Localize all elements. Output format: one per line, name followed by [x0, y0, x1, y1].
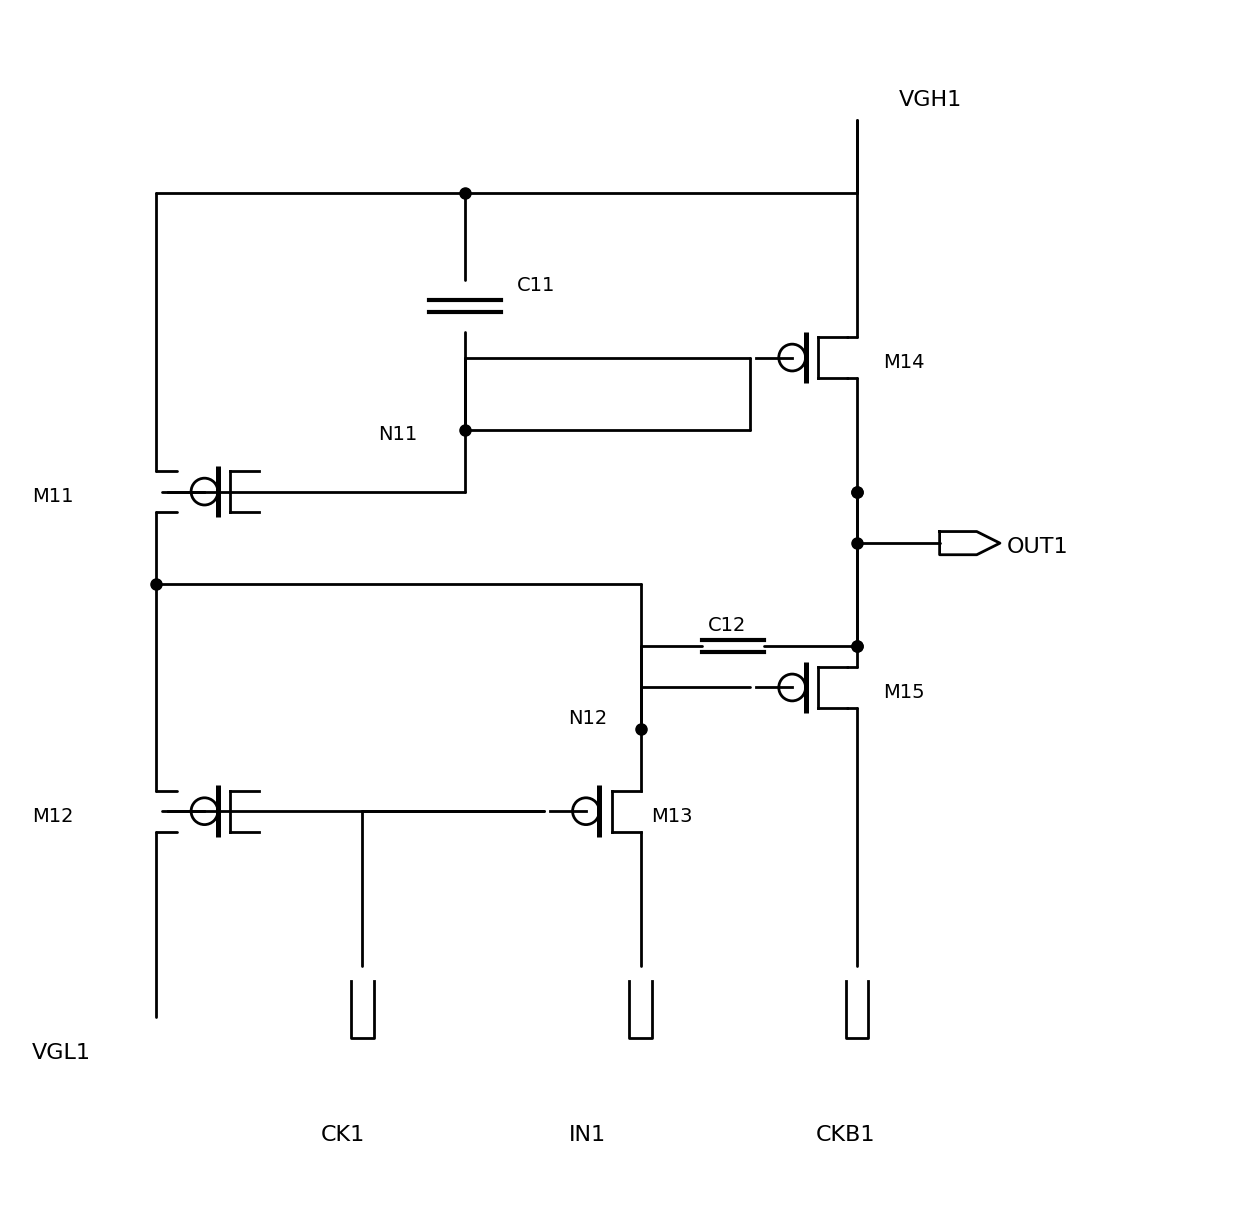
Text: M12: M12	[32, 807, 74, 825]
Text: C12: C12	[708, 616, 746, 635]
Text: VGL1: VGL1	[32, 1043, 92, 1062]
Text: M14: M14	[883, 353, 924, 371]
Text: M13: M13	[651, 807, 692, 825]
Text: N11: N11	[378, 425, 417, 444]
Text: CK1: CK1	[321, 1125, 366, 1145]
Text: IN1: IN1	[568, 1125, 605, 1145]
Text: M15: M15	[883, 682, 925, 702]
Text: VGH1: VGH1	[898, 90, 962, 110]
Text: CKB1: CKB1	[816, 1125, 875, 1145]
Text: N12: N12	[568, 709, 608, 727]
Text: OUT1: OUT1	[1007, 537, 1068, 558]
Text: C11: C11	[517, 276, 556, 294]
Text: M11: M11	[32, 486, 74, 506]
